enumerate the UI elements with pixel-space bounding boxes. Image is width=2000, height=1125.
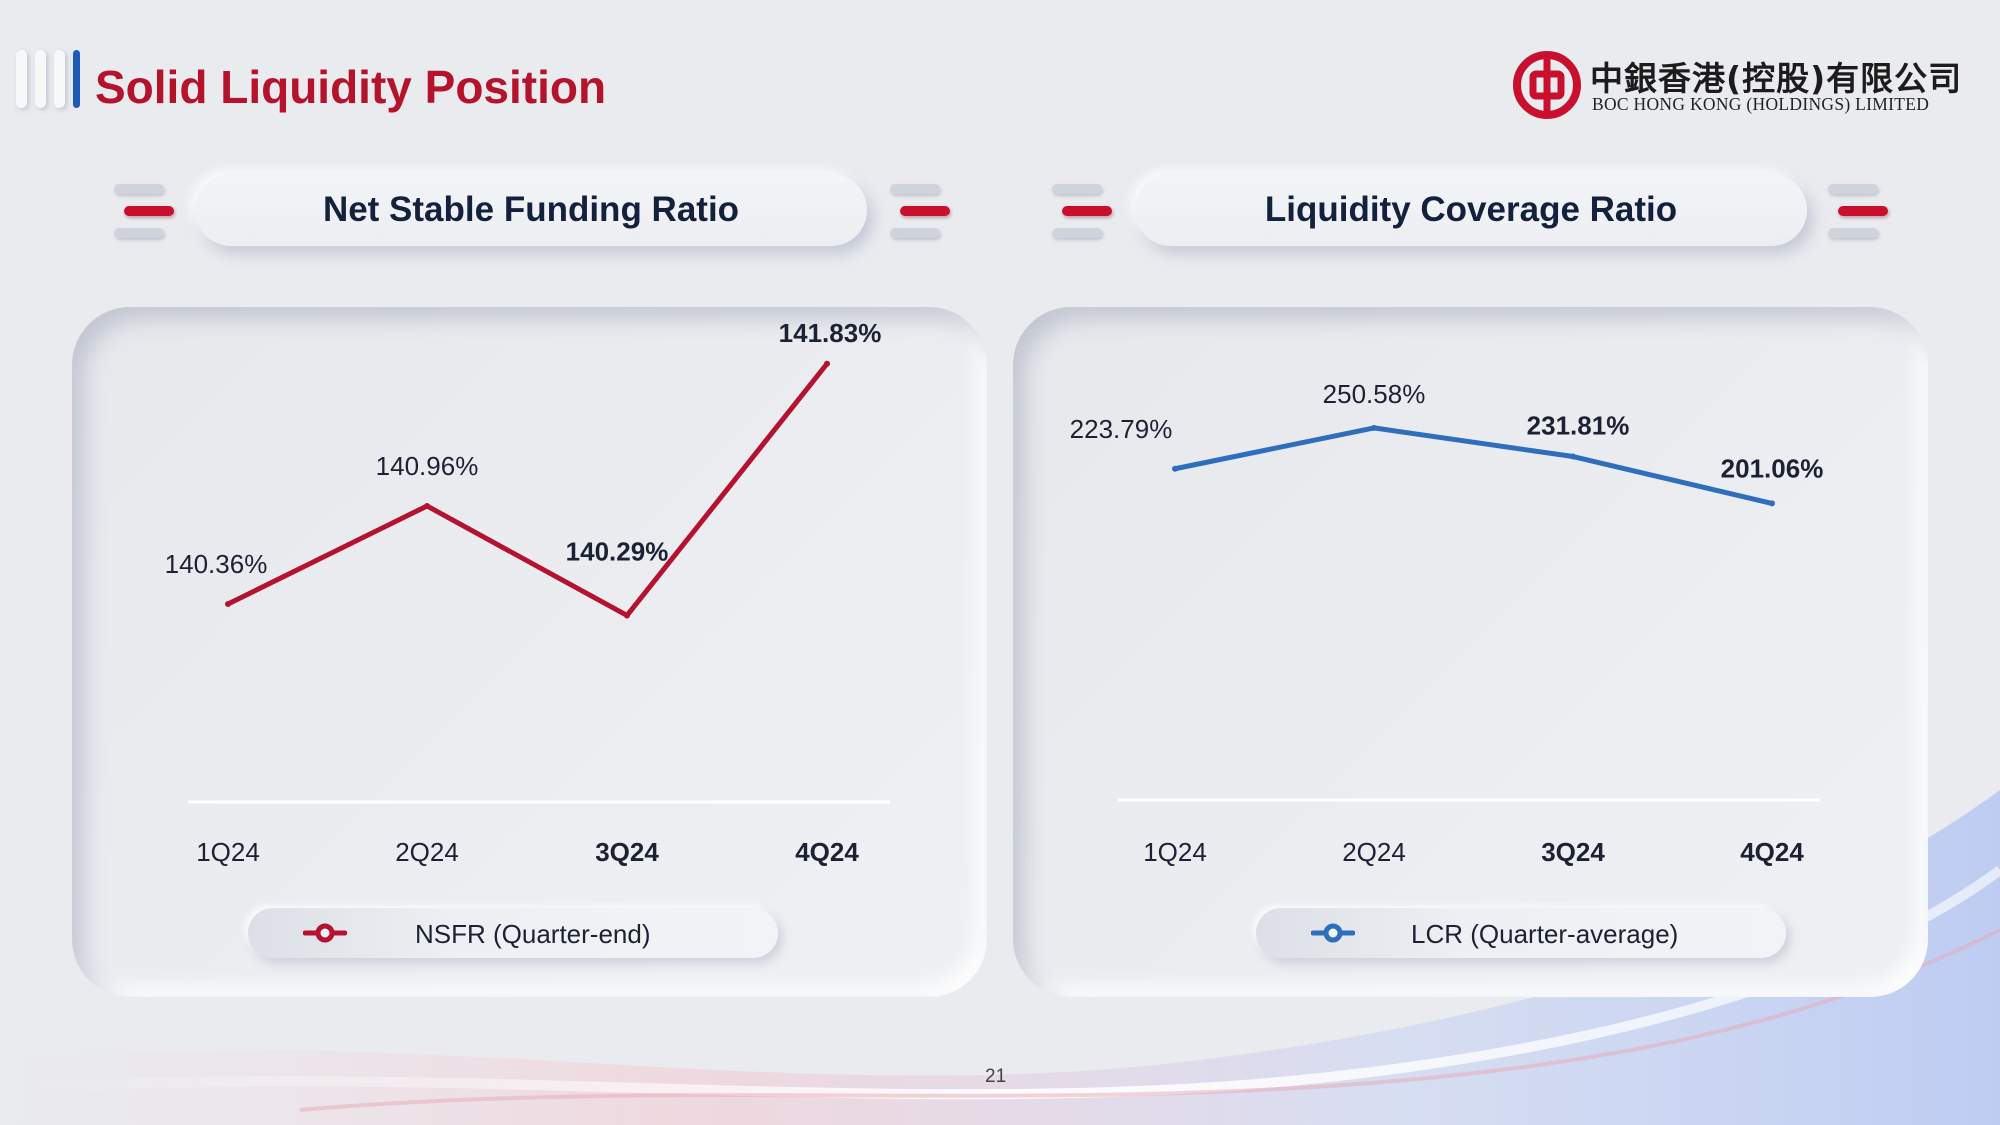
nsfr-legend: NSFR (Quarter-end): [248, 908, 778, 958]
nsfr-legend-label: NSFR (Quarter-end): [415, 919, 651, 949]
lcr-legend: LCR (Quarter-average): [1256, 908, 1786, 958]
data-label: 250.58%: [1323, 379, 1426, 409]
series-line: [1172, 425, 1775, 506]
page-title: Solid Liquidity Position: [95, 61, 607, 113]
data-label: 140.96%: [376, 451, 479, 481]
data-point: [1769, 500, 1775, 507]
title-decoration: [16, 50, 80, 112]
section-decoration-left: [1050, 184, 1112, 248]
nsfr-chart-panel: [72, 307, 987, 997]
data-point: [824, 360, 830, 367]
legend-line-marker-icon: [303, 923, 347, 943]
x-tick-label: 4Q24: [795, 837, 859, 867]
data-point: [1172, 465, 1178, 472]
section-decoration-right: [1826, 184, 1888, 248]
x-tick-label: 3Q24: [595, 837, 659, 867]
boc-logo-icon: [1513, 51, 1581, 119]
series-line: [225, 361, 830, 618]
data-label: 223.79%: [1070, 414, 1173, 444]
page-number: 21: [985, 1066, 1007, 1087]
data-point: [225, 601, 231, 608]
data-label: 140.29%: [566, 536, 669, 566]
data-point: [1371, 424, 1377, 431]
data-point: [424, 502, 430, 509]
x-tick-label: 2Q24: [395, 837, 459, 867]
lcr-section-title: Liquidity Coverage Ratio: [1135, 174, 1807, 246]
logo-english-name: BOC HONG KONG (HOLDINGS) LIMITED: [1592, 94, 1930, 114]
x-tick-label: 3Q24: [1541, 837, 1605, 867]
nsfr-section-title: Net Stable Funding Ratio: [195, 174, 867, 246]
data-point: [1570, 453, 1576, 460]
data-label: 140.36%: [165, 549, 268, 579]
x-tick-label: 1Q24: [196, 837, 260, 867]
data-label: 231.81%: [1527, 411, 1630, 441]
x-tick-label: 2Q24: [1342, 837, 1406, 867]
legend-line-marker-icon: [1311, 923, 1355, 943]
section-decoration-right: [888, 184, 950, 248]
x-tick-label: 4Q24: [1740, 837, 1804, 867]
data-label: 141.83%: [779, 318, 882, 348]
lcr-chart-panel: [1013, 307, 1928, 997]
lcr-legend-label: LCR (Quarter-average): [1411, 919, 1679, 949]
section-decoration-left: [112, 184, 174, 248]
data-label: 201.06%: [1721, 453, 1824, 483]
data-point: [624, 612, 630, 619]
logo-chinese-name: 中銀香港(控股)有限公司: [1590, 59, 1963, 98]
x-tick-label: 1Q24: [1143, 837, 1207, 867]
